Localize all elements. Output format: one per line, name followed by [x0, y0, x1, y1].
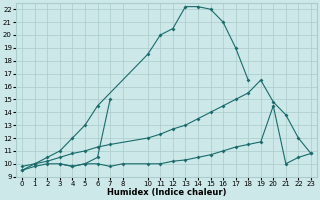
- X-axis label: Humidex (Indice chaleur): Humidex (Indice chaleur): [107, 188, 226, 197]
